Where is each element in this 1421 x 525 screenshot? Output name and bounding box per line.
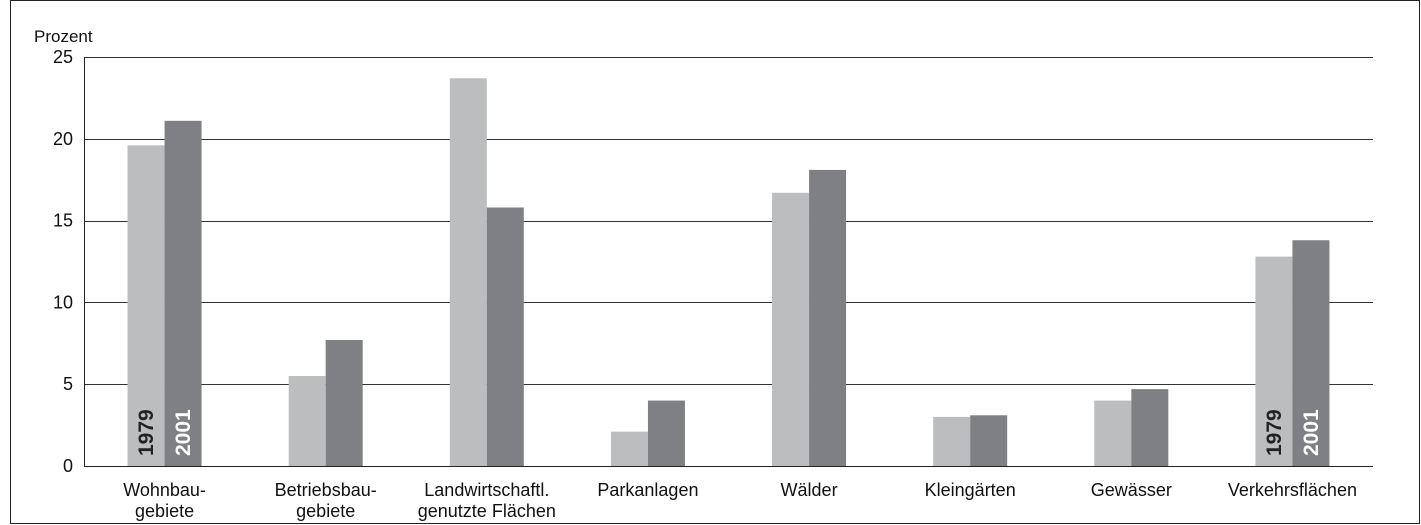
bar-1979	[449, 78, 487, 466]
bar-2001	[970, 415, 1008, 466]
bar-1979	[127, 145, 165, 466]
x-category-label: Gewässer	[1091, 480, 1172, 500]
bar-2001	[1131, 389, 1169, 466]
y-tick-label: 5	[63, 374, 73, 394]
x-category-label: Wohnbau-	[123, 480, 206, 500]
x-category-label: Kleingärten	[925, 480, 1016, 500]
x-category-label: gebiete	[296, 501, 355, 521]
bar-2001	[325, 340, 363, 466]
bar-1979	[1255, 256, 1293, 466]
bars	[127, 78, 1330, 466]
series-label-1979: 1979	[1263, 409, 1286, 456]
bar-1979	[610, 431, 648, 466]
bar-1979	[933, 416, 971, 466]
y-tick-label: 10	[53, 292, 73, 312]
bar-1979	[1094, 400, 1132, 466]
y-tick-labels: 0 5 10 15 20 25	[53, 47, 73, 476]
x-category-labels: Wohnbau-gebieteBetriebsbau-gebieteLandwi…	[123, 480, 1357, 521]
outer-frame	[10, 0, 1420, 524]
bar-2001	[486, 207, 524, 466]
x-category-label: gebiete	[135, 501, 194, 521]
series-label-2001: 2001	[172, 409, 195, 456]
x-category-label: Verkehrsflächen	[1228, 480, 1357, 500]
bar-2001	[1292, 240, 1330, 466]
gridlines	[84, 57, 1373, 385]
x-category-label: Parkanlagen	[597, 480, 698, 500]
series-label-1979: 1979	[135, 409, 158, 456]
y-tick-label: 0	[63, 456, 73, 476]
bar-2001	[647, 400, 685, 466]
x-category-label: Landwirtschaftl.	[424, 480, 549, 500]
bar-1979	[772, 192, 810, 466]
y-tick-label: 15	[53, 211, 73, 231]
x-category-label: Betriebsbau-	[275, 480, 377, 500]
axes	[84, 57, 1373, 467]
bar-2001	[164, 120, 202, 466]
x-category-label: genutzte Flächen	[418, 501, 556, 521]
y-axis-unit-label: Prozent	[34, 27, 93, 46]
bar-1979	[288, 376, 326, 466]
y-tick-label: 25	[53, 47, 73, 67]
x-category-label: Wälder	[781, 480, 838, 500]
series-labels-in-bars: 1979 2001 1979 2001	[135, 409, 1323, 456]
series-label-2001: 2001	[1300, 409, 1323, 456]
y-tick-label: 20	[53, 129, 73, 149]
bar-2001	[809, 169, 847, 466]
